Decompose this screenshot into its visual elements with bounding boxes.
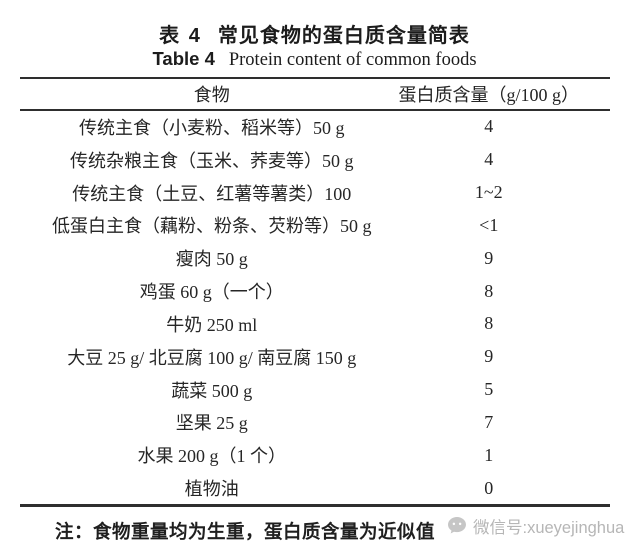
table-number-en: Table 4: [152, 48, 215, 69]
table-body: 传统主食（小麦粉、稻米等）50 g 4 传统杂粮主食（玉米、荞麦等）50 g 4…: [20, 111, 610, 508]
table-row: 鸡蛋 60 g（一个） 8: [20, 275, 610, 308]
value-cell: 9: [484, 346, 494, 367]
table-title-zh: 表 4 常见食物的蛋白质含量简表: [0, 19, 629, 48]
table-row: 传统主食（小麦粉、稻米等）50 g 4: [20, 111, 610, 144]
food-cell: 大豆 25 g/ 北豆腐 100 g/ 南豆腐 150 g: [67, 347, 357, 368]
table-row: 植物油 0: [20, 472, 610, 505]
food-cell: 低蛋白主食（藕粉、粉条、芡粉等）50 g: [52, 216, 372, 237]
value-cell: 9: [484, 247, 494, 268]
value-cell: 8: [484, 313, 494, 334]
table-row: 瘦肉 50 g 9: [20, 242, 610, 275]
food-cell: 蔬菜 500 g: [171, 380, 253, 401]
table-row: 水果 200 g（1 个） 1: [20, 439, 610, 472]
value-cell: 8: [484, 280, 494, 301]
wechat-icon: [446, 515, 468, 537]
table-row: 蔬菜 500 g 5: [20, 373, 610, 406]
table-title-en-text: Protein content of common foods: [228, 50, 477, 70]
table-row: 传统杂粮主食（玉米、荞麦等）50 g 4: [20, 143, 610, 176]
value-cell: 5: [484, 379, 494, 400]
header-value: 蛋白质含量（g/100 g）: [398, 84, 580, 105]
food-cell: 传统主食（土豆、红薯等薯类）100: [72, 183, 352, 204]
food-cell: 瘦肉 50 g: [175, 249, 248, 270]
value-cell: 1~2: [474, 182, 503, 203]
food-cell: 牛奶 250 ml: [166, 314, 258, 335]
value-cell: 4: [484, 116, 494, 137]
table-title-en: Table 4 Protein content of common foods: [0, 48, 629, 71]
table-row: 坚果 25 g 7: [20, 406, 610, 439]
table-number-zh: 表 4: [159, 25, 202, 47]
table-row: 传统主食（土豆、红薯等薯类）100 1~2: [20, 176, 610, 209]
watermark: 微信号:xueyejinghua: [446, 514, 624, 538]
value-cell: 1: [484, 444, 494, 465]
food-cell: 水果 200 g（1 个）: [137, 446, 287, 467]
value-cell: 4: [484, 149, 494, 170]
table-row: 低蛋白主食（藕粉、粉条、芡粉等）50 g <1: [20, 209, 610, 242]
watermark-text: 微信号:xueyejinghua: [473, 519, 625, 537]
table-row: 牛奶 250 ml 8: [20, 307, 610, 340]
table-header-row: 食物 蛋白质含量（g/100 g）: [20, 79, 610, 111]
food-cell: 坚果 25 g: [175, 413, 248, 434]
value-cell: 0: [484, 477, 494, 498]
value-cell: 7: [484, 411, 494, 432]
food-cell: 鸡蛋 60 g（一个）: [139, 282, 284, 303]
table-title-zh-text: 常见食物的蛋白质含量简表: [217, 25, 470, 47]
table-row: 大豆 25 g/ 北豆腐 100 g/ 南豆腐 150 g 9: [20, 340, 610, 373]
table-footnote: 注：食物重量均为生重，蛋白质含量为近似值: [55, 523, 436, 543]
food-cell: 传统主食（小麦粉、稻米等）50 g: [79, 117, 345, 138]
header-food: 食物: [193, 84, 230, 105]
protein-table: 食物 蛋白质含量（g/100 g） 传统主食（小麦粉、稻米等）50 g 4 传统…: [20, 77, 610, 508]
value-cell: <1: [479, 214, 499, 235]
food-cell: 传统杂粮主食（玉米、荞麦等）50 g: [70, 150, 354, 171]
food-cell: 植物油: [184, 479, 239, 500]
